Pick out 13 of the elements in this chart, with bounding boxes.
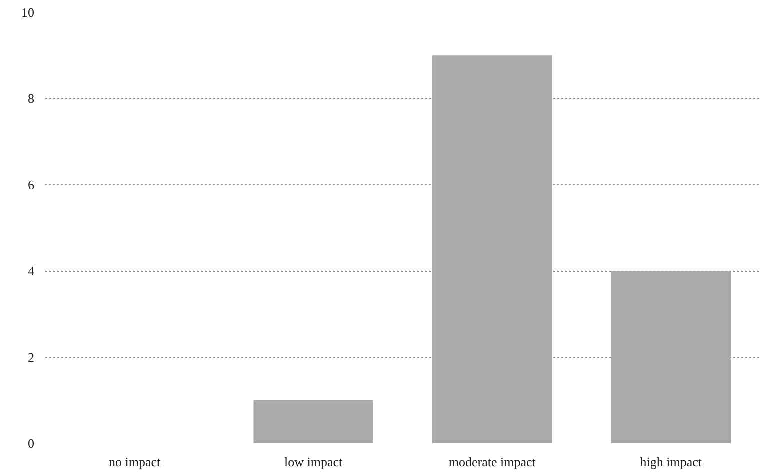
x-tick-label: moderate impact (448, 454, 536, 470)
y-tick-label: 10 (22, 5, 34, 20)
y-tick-label: 8 (28, 91, 34, 106)
x-tick-label: low impact (284, 454, 344, 470)
bar (254, 400, 374, 444)
y-tick-label: 4 (28, 264, 35, 279)
y-tick-label: 0 (28, 436, 34, 451)
x-tick-label: no impact (109, 454, 162, 470)
y-tick-label: 6 (28, 177, 35, 192)
bar (611, 271, 732, 444)
bar (432, 56, 552, 444)
x-tick-label: high impact (640, 454, 702, 470)
y-tick-label: 2 (28, 350, 34, 365)
